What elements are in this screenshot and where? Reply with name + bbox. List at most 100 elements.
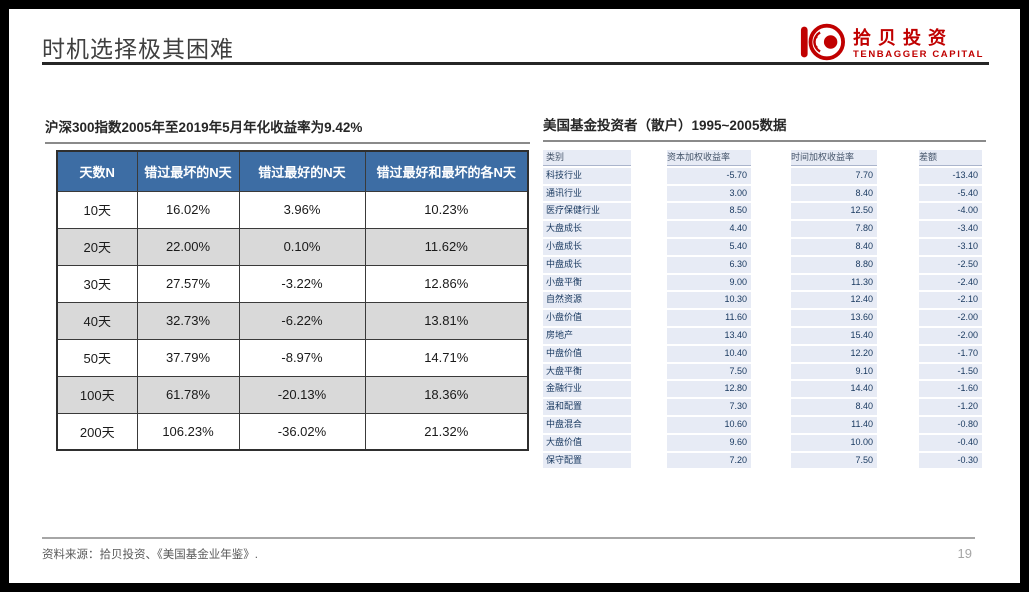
table-cell: 7.20 xyxy=(667,452,751,469)
table-cell: -3.22% xyxy=(238,264,366,303)
table-cell: 16.02% xyxy=(136,190,240,229)
table-cell: 27.57% xyxy=(136,264,240,303)
table-row: 中盘价值 10.40 12.20 -1.70 xyxy=(543,345,986,362)
column-header: 差额 xyxy=(919,150,982,166)
table-header-row: 类别 资本加权收益率 时间加权收益率 差额 xyxy=(543,150,986,166)
table-cell: 13.40 xyxy=(667,327,751,344)
table-cell: 11.60 xyxy=(667,310,751,326)
column-header: 资本加权收益率 xyxy=(667,150,751,166)
table-cell: 30天 xyxy=(56,264,138,303)
table-row: 医疗保健行业 8.50 12.50 -4.00 xyxy=(543,203,986,220)
table-cell: 金融行业 xyxy=(543,381,631,398)
table-cell: 通讯行业 xyxy=(543,185,631,202)
table-cell: 15.40 xyxy=(791,327,877,344)
table-cell: 40天 xyxy=(56,301,138,340)
table-cell: 14.71% xyxy=(364,338,529,377)
table-cell: 温和配置 xyxy=(543,399,631,415)
table-cell: 32.73% xyxy=(136,301,240,340)
table-cell: -3.10 xyxy=(919,238,982,255)
table-row: 20天 22.00% 0.10% 11.62% xyxy=(56,227,529,266)
table-row: 30天 27.57% -3.22% 12.86% xyxy=(56,264,529,303)
table-row: 温和配置 7.30 8.40 -1.20 xyxy=(543,399,986,415)
table-cell: 9.60 xyxy=(667,434,751,451)
table-row: 科技行业 -5.70 7.70 -13.40 xyxy=(543,167,986,184)
table-cell: 37.79% xyxy=(136,338,240,377)
left-title-underline xyxy=(45,142,530,144)
table-cell: -36.02% xyxy=(238,412,366,451)
table-row: 小盘成长 5.40 8.40 -3.10 xyxy=(543,238,986,255)
table-cell: 7.30 xyxy=(667,399,751,415)
table-cell: 医疗保健行业 xyxy=(543,203,631,220)
table-cell: 61.78% xyxy=(136,375,240,414)
table-cell: 10.60 xyxy=(667,416,751,433)
table-cell: 21.32% xyxy=(364,412,529,451)
table-header-row: 天数N 错过最坏的N天 错过最好的N天 错过最好和最坏的各N天 xyxy=(56,150,529,192)
table-cell: -2.00 xyxy=(919,327,982,344)
table-cell: 科技行业 xyxy=(543,167,631,184)
table-row: 保守配置 7.20 7.50 -0.30 xyxy=(543,452,986,469)
table-cell: 22.00% xyxy=(136,227,240,266)
table-cell: -2.40 xyxy=(919,274,982,291)
table-cell: -8.97% xyxy=(238,338,366,377)
table-cell: -2.10 xyxy=(919,292,982,309)
table-cell: 50天 xyxy=(56,338,138,377)
table-cell: -6.22% xyxy=(238,301,366,340)
column-header: 错过最好的N天 xyxy=(238,150,366,192)
table-cell: 9.00 xyxy=(667,274,751,291)
table-row: 10天 16.02% 3.96% 10.23% xyxy=(56,190,529,229)
right-table-title: 美国基金投资者（散户）1995~2005数据 xyxy=(543,118,787,133)
table-row: 小盘价值 11.60 13.60 -2.00 xyxy=(543,310,986,326)
table-cell: 9.10 xyxy=(791,363,877,380)
table-cell: -2.00 xyxy=(919,310,982,326)
table-row: 自然资源 10.30 12.40 -2.10 xyxy=(543,292,986,309)
table-cell: 大盘价值 xyxy=(543,434,631,451)
table-cell: 11.30 xyxy=(791,274,877,291)
table-cell: -5.70 xyxy=(667,167,751,184)
table-cell: -1.70 xyxy=(919,345,982,362)
table-cell: 10.23% xyxy=(364,190,529,229)
table-cell: -1.20 xyxy=(919,399,982,415)
table-cell: 保守配置 xyxy=(543,452,631,469)
table-row: 200天 106.23% -36.02% 21.32% xyxy=(56,412,529,451)
tenbagger-shell-icon xyxy=(799,19,845,70)
table-cell: 自然资源 xyxy=(543,292,631,309)
table-cell: -0.80 xyxy=(919,416,982,433)
table-row: 中盘成长 6.30 8.80 -2.50 xyxy=(543,256,986,273)
table-row: 房地产 13.40 15.40 -2.00 xyxy=(543,327,986,344)
right-title-underline xyxy=(543,140,986,142)
table-cell: 小盘价值 xyxy=(543,310,631,326)
source-note: 资料来源：拾贝投资、《美国基金业年鉴》. xyxy=(42,549,258,561)
table-row: 40天 32.73% -6.22% 13.81% xyxy=(56,301,529,340)
table-cell: 12.86% xyxy=(364,264,529,303)
table-cell: 12.80 xyxy=(667,381,751,398)
table-cell: 大盘成长 xyxy=(543,221,631,237)
table-cell: -13.40 xyxy=(919,167,982,184)
table-cell: 7.50 xyxy=(791,452,877,469)
csi300-returns-table: 天数N 错过最坏的N天 错过最好的N天 错过最好和最坏的各N天 10天 16.02… xyxy=(56,150,529,451)
table-cell: 11.62% xyxy=(364,227,529,266)
table-row: 小盘平衡 9.00 11.30 -2.40 xyxy=(543,274,986,291)
column-header: 错过最坏的N天 xyxy=(136,150,240,192)
table-cell: -1.60 xyxy=(919,381,982,398)
table-cell: 5.40 xyxy=(667,238,751,255)
logo-name-en: TENBAGGER CAPITAL xyxy=(853,48,984,60)
table-cell: -4.00 xyxy=(919,203,982,220)
table-row: 大盘成长 4.40 7.80 -3.40 xyxy=(543,221,986,237)
table-cell: 中盘成长 xyxy=(543,256,631,273)
table-cell: -0.30 xyxy=(919,452,982,469)
table-cell: 0.10% xyxy=(238,227,366,266)
page-number: 19 xyxy=(957,546,972,561)
table-cell: -0.40 xyxy=(919,434,982,451)
table-cell: 8.50 xyxy=(667,203,751,220)
table-cell: 18.36% xyxy=(364,375,529,414)
column-header: 天数N xyxy=(56,150,138,192)
table-cell: 11.40 xyxy=(791,416,877,433)
page-title: 时机选择极其困难 xyxy=(42,36,234,62)
us-fund-investors-table: 类别 资本加权收益率 时间加权收益率 差额 科技行业 -5.70 7.70 -13.4… xyxy=(543,150,986,470)
table-row: 100天 61.78% -20.13% 18.36% xyxy=(56,375,529,414)
column-header: 时间加权收益率 xyxy=(791,150,877,166)
table-cell: 6.30 xyxy=(667,256,751,273)
table-cell: -5.40 xyxy=(919,185,982,202)
table-cell: 4.40 xyxy=(667,221,751,237)
table-cell: -20.13% xyxy=(238,375,366,414)
